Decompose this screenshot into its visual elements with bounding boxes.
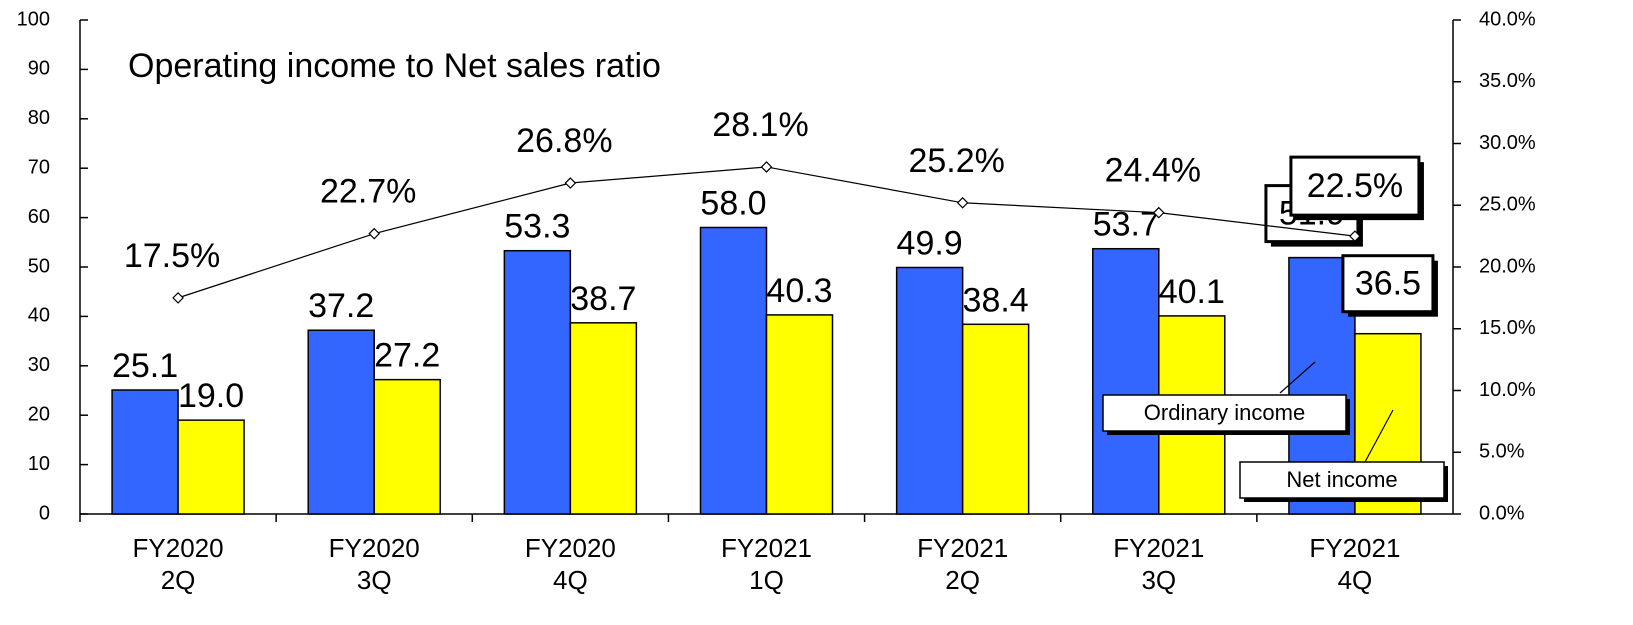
bar — [373, 378, 441, 515]
data-label: 53.3 — [504, 208, 570, 246]
y2-tick-label: 0.0% — [1479, 502, 1525, 524]
y-tick-label: 90 — [28, 58, 50, 80]
data-label: 49.9 — [897, 224, 963, 262]
data-label: 40.1 — [1159, 273, 1225, 311]
bar — [765, 314, 834, 515]
data-label: 37.2 — [308, 287, 374, 325]
legend-label: Net income — [1286, 467, 1397, 492]
y-tick-label: 40 — [28, 305, 50, 327]
bar — [895, 266, 964, 515]
x-tick-label: FY2021 — [1309, 533, 1400, 563]
data-label: 19.0 — [178, 377, 244, 415]
x-tick-label: 2Q — [161, 565, 196, 595]
data-label-box — [1341, 254, 1435, 314]
x-tick-label: 1Q — [749, 565, 784, 595]
ratio-marker — [760, 161, 773, 173]
legend-leader — [1279, 361, 1316, 394]
y-tick-label: 100 — [17, 8, 50, 30]
x-tick-label: FY2021 — [1113, 533, 1204, 563]
x-tick-label: FY2021 — [721, 533, 812, 563]
ratio-marker — [1349, 230, 1361, 242]
ratio-label: 22.7% — [320, 173, 416, 211]
x-tick-label: 4Q — [553, 565, 588, 595]
y-tick-label: 50 — [28, 255, 50, 277]
ratio-marker — [564, 177, 577, 189]
ratio-label-box — [1289, 155, 1421, 217]
y2-tick-label: 20.0% — [1479, 255, 1536, 277]
bar — [177, 419, 245, 515]
y-tick-label: 10 — [28, 453, 50, 475]
line-series-label: Operating income to Net sales ratio — [128, 47, 661, 85]
x-tick-label: 3Q — [357, 565, 392, 595]
x-tick-label: FY2020 — [133, 533, 224, 563]
y-tick-label: 0 — [39, 502, 50, 524]
ratio-label: 17.5% — [124, 237, 220, 275]
legend-leader — [1364, 409, 1394, 463]
data-label: 27.2 — [374, 337, 440, 375]
y-tick-label: 20 — [28, 403, 50, 425]
bar — [569, 322, 638, 515]
y-tick-label: 30 — [28, 354, 50, 376]
bar — [307, 329, 375, 515]
data-label: 38.7 — [570, 280, 636, 318]
ratio-marker — [172, 292, 184, 304]
x-tick-label: 4Q — [1338, 565, 1373, 595]
legend-box — [1239, 461, 1445, 499]
bar — [1092, 247, 1160, 515]
ratio-label: 26.8% — [516, 122, 612, 160]
x-tick-label: FY2021 — [917, 533, 1008, 563]
y2-tick-label: 40.0% — [1479, 8, 1536, 30]
x-tick-label: FY2020 — [329, 533, 420, 563]
y2-tick-label: 15.0% — [1479, 317, 1536, 339]
bar — [111, 389, 179, 515]
data-label: 36.5 — [1355, 265, 1421, 303]
bar — [503, 249, 572, 515]
ratio-label: 28.1% — [712, 106, 808, 144]
x-tick-label: 3Q — [1141, 565, 1176, 595]
ratio-marker — [368, 227, 381, 240]
data-label: 40.3 — [766, 272, 832, 310]
ratio-label: 25.2% — [908, 142, 1004, 180]
ratio-label: 22.5% — [1307, 167, 1403, 205]
y-tick-label: 80 — [28, 107, 50, 129]
x-tick-label: FY2020 — [525, 533, 616, 563]
y2-tick-label: 5.0% — [1479, 441, 1525, 463]
x-tick-label: 2Q — [945, 565, 980, 595]
y-tick-label: 60 — [28, 206, 50, 228]
data-label: 25.1 — [112, 347, 178, 385]
legend-label: Ordinary income — [1144, 400, 1305, 425]
ratio-marker — [1152, 206, 1165, 219]
y-tick-label: 70 — [28, 156, 50, 178]
ratio-marker — [956, 196, 969, 209]
data-label: 58.0 — [700, 184, 766, 222]
y2-tick-label: 25.0% — [1479, 194, 1536, 216]
bar — [961, 323, 1030, 515]
legend-box — [1102, 394, 1347, 432]
ratio-label: 24.4% — [1105, 152, 1201, 190]
bar — [699, 226, 768, 515]
y2-tick-label: 35.0% — [1479, 70, 1536, 92]
y2-tick-label: 10.0% — [1479, 379, 1536, 401]
y2-tick-label: 30.0% — [1479, 132, 1536, 154]
data-label: 38.4 — [963, 281, 1029, 319]
